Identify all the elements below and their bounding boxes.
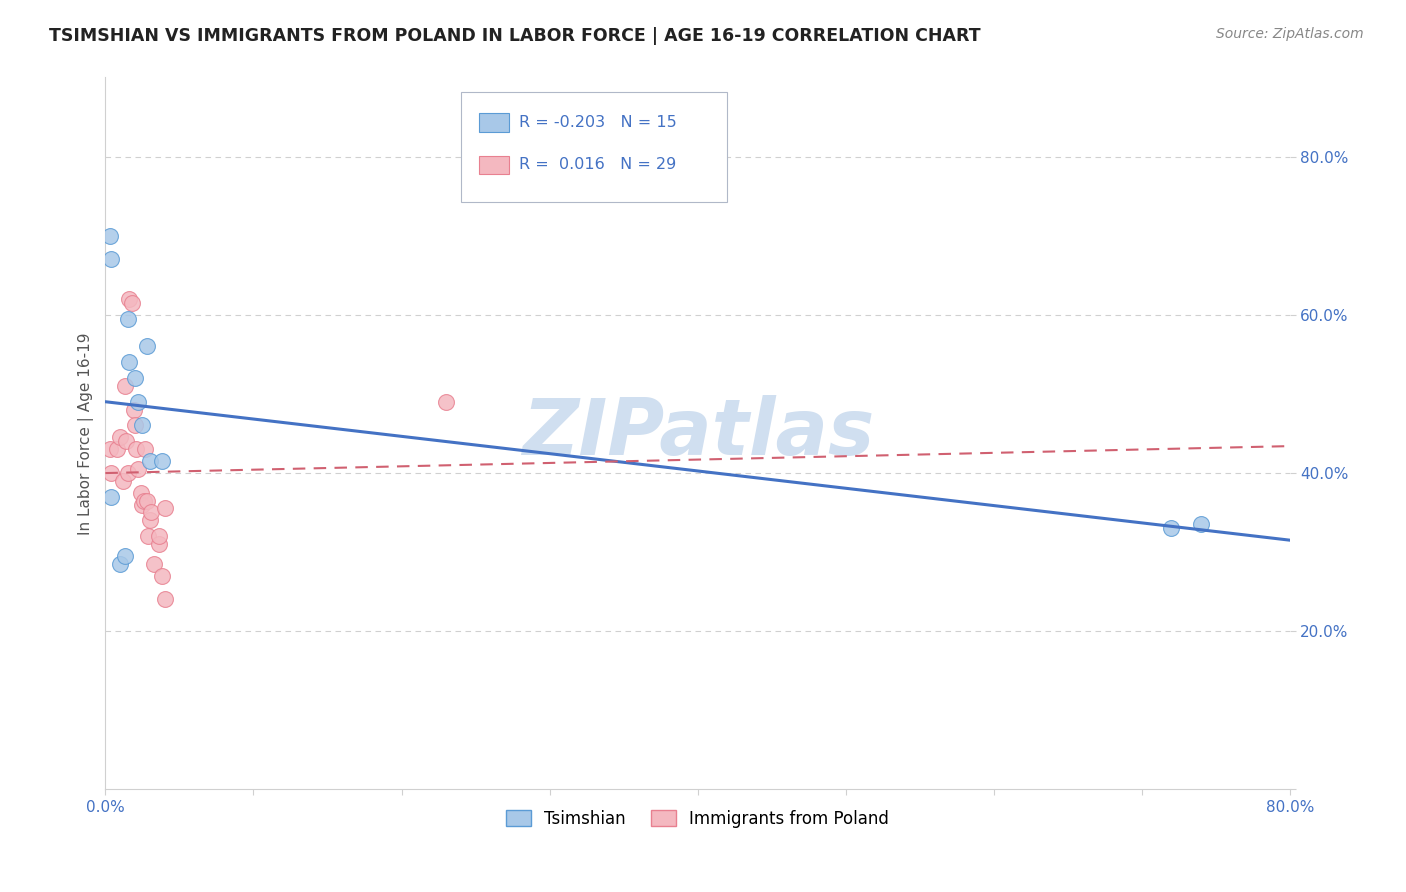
Point (122, 402, 145, 417)
Point (108, 430, 131, 444)
Point (141, 505, 163, 519)
Point (131, 418, 153, 433)
Legend: Tsimshian, Immigrants from Poland: Tsimshian, Immigrants from Poland (499, 803, 896, 834)
Point (135, 339, 157, 353)
Point (121, 296, 143, 310)
Point (108, 557, 131, 571)
Point (148, 529, 170, 543)
Point (127, 394, 149, 409)
Point (114, 379, 136, 393)
Point (105, 442, 128, 457)
Point (124, 371, 146, 385)
Point (129, 485, 152, 500)
Point (139, 454, 162, 468)
FancyBboxPatch shape (461, 92, 727, 202)
Point (100, 252, 122, 267)
Point (143, 557, 166, 571)
Point (114, 549, 136, 563)
FancyBboxPatch shape (478, 113, 509, 131)
Point (131, 498, 153, 512)
Point (115, 434, 138, 449)
Point (153, 592, 176, 607)
Point (124, 418, 146, 433)
Point (1189, 517, 1212, 532)
Point (136, 529, 159, 543)
Text: Source: ZipAtlas.com: Source: ZipAtlas.com (1216, 27, 1364, 41)
Point (139, 513, 162, 527)
Point (132, 493, 155, 508)
Y-axis label: In Labor Force | Age 16-19: In Labor Force | Age 16-19 (79, 332, 94, 534)
Point (98, 442, 121, 457)
Point (125, 442, 148, 457)
Text: R =  0.016   N = 29: R = 0.016 N = 29 (519, 158, 676, 172)
Point (117, 466, 139, 480)
Point (434, 394, 457, 409)
Point (153, 501, 176, 516)
Point (134, 442, 156, 457)
Text: TSIMSHIAN VS IMMIGRANTS FROM POLAND IN LABOR FORCE | AGE 16-19 CORRELATION CHART: TSIMSHIAN VS IMMIGRANTS FROM POLAND IN L… (49, 27, 981, 45)
Point (98, 228, 121, 243)
Point (118, 355, 141, 369)
FancyBboxPatch shape (478, 156, 509, 174)
Point (112, 474, 135, 488)
Point (135, 493, 157, 508)
Point (117, 311, 139, 326)
Text: ZIPatlas: ZIPatlas (522, 395, 873, 471)
Point (118, 292, 141, 306)
Point (150, 568, 173, 582)
Point (100, 490, 122, 504)
Text: R = -0.203   N = 15: R = -0.203 N = 15 (519, 115, 676, 129)
Point (100, 466, 122, 480)
Point (150, 454, 173, 468)
Point (127, 462, 149, 476)
Point (148, 537, 170, 551)
Point (1160, 521, 1182, 535)
